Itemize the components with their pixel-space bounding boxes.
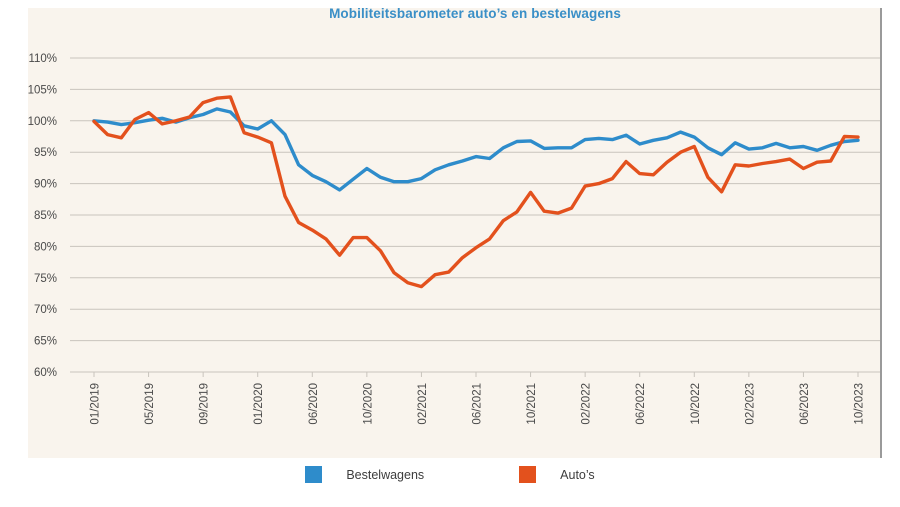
- x-axis-tick-label: 02/2021: [417, 383, 429, 425]
- chart-title: Mobiliteitsbarometer auto’s en bestelwag…: [329, 6, 621, 21]
- legend: Bestelwagens Auto’s: [0, 466, 900, 483]
- y-axis-tick-label: 90%: [34, 179, 57, 191]
- legend-item-autos: Auto’s: [519, 466, 595, 483]
- y-axis-tick-label: 95%: [34, 147, 57, 159]
- y-axis-tick-label: 110%: [28, 53, 57, 65]
- x-axis-tick-label: 10/2020: [362, 383, 374, 425]
- y-axis-tick-label: 65%: [34, 336, 57, 348]
- y-axis-tick-label: 75%: [34, 273, 57, 285]
- x-axis-tick-label: 10/2022: [690, 383, 702, 425]
- x-axis-tick-label: 06/2023: [799, 383, 811, 425]
- autos-swatch-icon: [519, 466, 537, 483]
- y-axis-tick-label: 105%: [28, 84, 57, 96]
- legend-label-autos: Auto’s: [560, 467, 595, 482]
- chart-panel: [28, 8, 882, 458]
- x-axis-tick-label: 02/2023: [744, 383, 756, 425]
- x-axis-tick-label: 05/2019: [144, 383, 156, 425]
- y-axis-tick-label: 80%: [34, 241, 57, 253]
- x-axis-tick-label: 06/2022: [635, 383, 647, 425]
- legend-item-bestelwagens: Bestelwagens: [305, 466, 424, 483]
- y-axis-tick-label: 100%: [28, 116, 57, 128]
- y-axis-tick-label: 70%: [34, 304, 57, 316]
- x-axis-tick-label: 01/2020: [253, 383, 265, 425]
- x-axis-tick-label: 02/2022: [581, 383, 593, 425]
- line-autos: [92, 95, 860, 289]
- legend-label-bestelwagens: Bestelwagens: [346, 467, 425, 482]
- x-axis-tick-label: 09/2019: [199, 383, 211, 425]
- line-bestelwagens: [92, 107, 860, 192]
- bestelwagens-swatch-icon: [305, 466, 323, 483]
- x-axis-tick-label: 10/2023: [854, 383, 866, 425]
- x-axis-tick-label: 06/2021: [472, 383, 484, 425]
- y-axis-tick-label: 85%: [34, 210, 57, 222]
- x-axis-tick-label: 06/2020: [308, 383, 320, 425]
- y-axis-tick-label: 60%: [34, 367, 57, 379]
- x-axis-tick-label: 10/2021: [526, 383, 538, 425]
- x-axis-tick-label: 01/2019: [90, 383, 102, 425]
